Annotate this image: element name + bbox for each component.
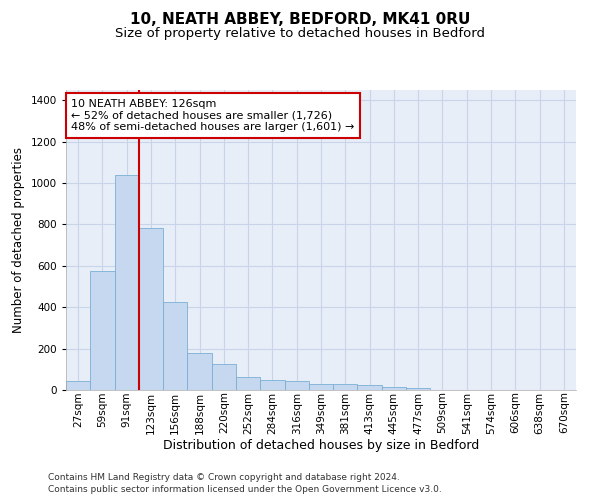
Bar [163,302,187,390]
Bar [358,386,382,390]
Text: Size of property relative to detached houses in Bedford: Size of property relative to detached ho… [115,28,485,40]
Bar [309,384,333,390]
Bar [333,384,358,390]
Bar [139,228,163,390]
Bar [187,353,212,390]
Text: Contains HM Land Registry data © Crown copyright and database right 2024.: Contains HM Land Registry data © Crown c… [48,472,400,482]
Bar [236,377,260,390]
X-axis label: Distribution of detached houses by size in Bedford: Distribution of detached houses by size … [163,439,479,452]
Bar [260,380,284,390]
Bar [406,388,430,390]
Text: 10, NEATH ABBEY, BEDFORD, MK41 0RU: 10, NEATH ABBEY, BEDFORD, MK41 0RU [130,12,470,28]
Y-axis label: Number of detached properties: Number of detached properties [12,147,25,333]
Bar [66,380,90,390]
Bar [115,175,139,390]
Bar [382,387,406,390]
Bar [90,271,115,390]
Text: 10 NEATH ABBEY: 126sqm
← 52% of detached houses are smaller (1,726)
48% of semi-: 10 NEATH ABBEY: 126sqm ← 52% of detached… [71,99,355,132]
Text: Contains public sector information licensed under the Open Government Licence v3: Contains public sector information licen… [48,485,442,494]
Bar [284,380,309,390]
Bar [212,364,236,390]
